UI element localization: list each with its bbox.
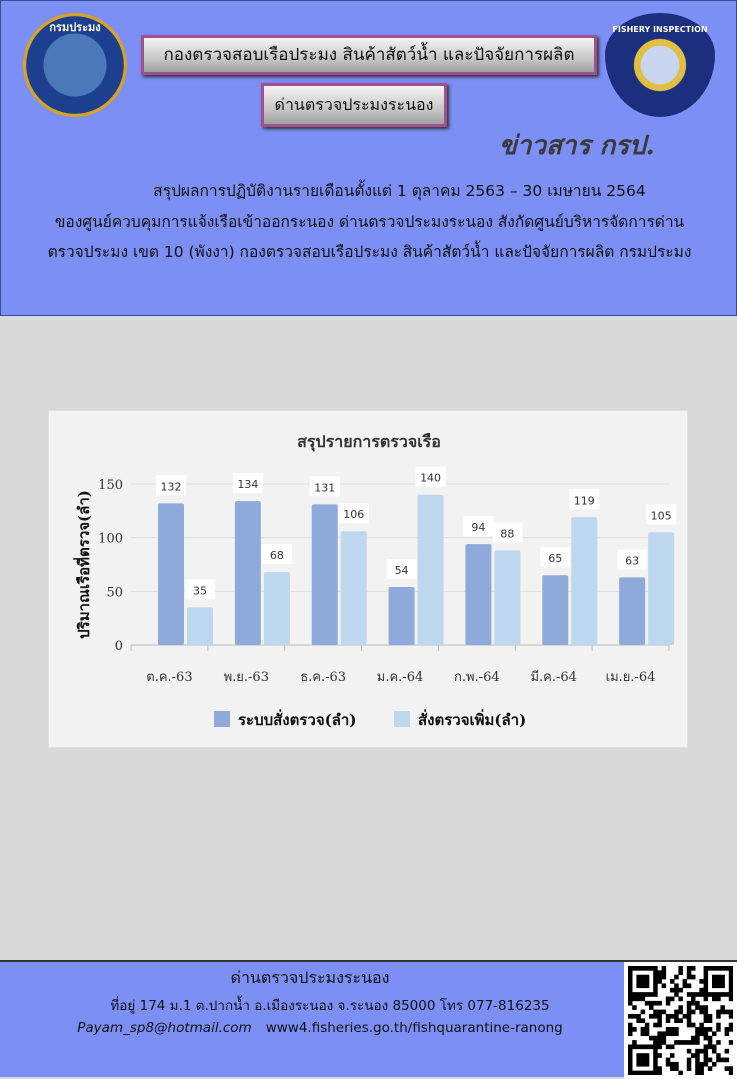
bar <box>388 587 415 645</box>
qr-code <box>624 962 737 1079</box>
x-tick-label: มี.ค.-64 <box>530 669 576 685</box>
data-label-bg <box>261 544 292 565</box>
chart-card: สรุปรายการตรวจเรือ 0 50 100 150 ปริมาณเรือที่… <box>48 410 688 748</box>
office-title: ด่านตรวจประมงระนอง <box>261 83 447 127</box>
footer-address: ที่อยู่ 174 ม.1 ต.ปากน้ำ อ.เมืองระนอง จ.… <box>110 998 550 1014</box>
logo-text: กรมประมง <box>49 21 101 34</box>
department-of-fisheries-logo: กรมประมง <box>23 13 127 117</box>
legend-label: สั่งตรวจเพิ่ม(ลำ) <box>418 709 526 729</box>
data-label: 54 <box>395 564 409 577</box>
data-label: 63 <box>625 554 639 567</box>
data-label-bg <box>492 522 523 543</box>
news-label: ข่าวสาร กรป. <box>499 131 655 161</box>
x-tick-label: พ.ย.-63 <box>224 670 269 685</box>
data-label: 132 <box>161 480 182 493</box>
x-tick-label: เม.ย.-64 <box>606 670 656 685</box>
y-tick-label: 150 <box>98 478 123 493</box>
data-label-bg <box>156 475 186 496</box>
y-tick-label: 100 <box>98 532 123 547</box>
data-label-bg <box>463 516 494 537</box>
data-label-bg <box>185 579 215 600</box>
fishery-inspection-logo: FISHERY INSPECTION <box>605 13 715 117</box>
data-label: 105 <box>651 509 672 522</box>
footer-contact: Payam_sp8@hotmail.com www4.fisheries.go.t… <box>0 1020 620 1036</box>
data-label-bg <box>232 473 263 494</box>
bar <box>311 504 338 645</box>
data-label-bg <box>338 503 369 524</box>
legend-swatch <box>394 711 410 727</box>
header: กรมประมง FISHERY INSPECTION กองตรวจสอบเร… <box>0 0 737 316</box>
data-label: 131 <box>314 481 335 494</box>
bar <box>465 544 492 645</box>
logo-text: FISHERY INSPECTION <box>612 25 708 34</box>
data-label-bg <box>415 466 446 487</box>
bar <box>619 577 646 645</box>
bar-chart: สรุปรายการตรวจเรือ 0 50 100 150 ปริมาณเรือที่… <box>73 432 677 729</box>
bar <box>417 494 444 645</box>
footer-email[interactable]: Payam_sp8@hotmail.com <box>77 1020 252 1036</box>
description-line-3: ตรวจประมง เขต 10 (พังงา) กองตรวจสอบเรือป… <box>47 243 692 261</box>
x-tick-label: ม.ค.-64 <box>377 670 423 685</box>
legend-label: ระบบสั่งตรวจ(ลำ) <box>238 709 356 729</box>
data-label-bg <box>309 476 340 497</box>
data-label: 35 <box>193 584 207 597</box>
data-label-bg <box>617 549 648 570</box>
legend-swatch <box>214 711 230 727</box>
footer-office: ด่านตรวจประมงระนอง <box>230 968 390 987</box>
footer-website[interactable]: www4.fisheries.go.th/fishquarantine-rano… <box>265 1020 563 1036</box>
description-line-1: สรุปผลการปฏิบัติงานรายเดือนตั้งแต่ 1 ตุล… <box>153 182 646 200</box>
y-tick-label: 0 <box>115 639 123 654</box>
y-tick-label: 50 <box>106 585 123 600</box>
bar <box>187 607 213 645</box>
bar <box>340 531 367 645</box>
x-tick-label: ธ.ค.-63 <box>300 670 346 685</box>
footer: ด่านตรวจประมงระนอง ที่อยู่ 174 ม.1 ต.ปาก… <box>0 960 737 1079</box>
x-tick-label: ต.ค.-63 <box>146 670 192 685</box>
data-label: 94 <box>471 521 485 534</box>
y-axis-label: ปริมาณเรือที่ตรวจ(ลำ) <box>73 490 93 639</box>
x-tick-label: ก.พ.-64 <box>454 670 500 685</box>
description-line-2: ของศูนย์ควบคุมการแจ้งเรือเข้าออกระนอง ด่… <box>54 213 685 231</box>
data-label: 68 <box>270 549 284 562</box>
bar <box>648 532 675 645</box>
bar <box>158 503 184 645</box>
data-label: 140 <box>420 472 441 485</box>
division-title: กองตรวจสอบเรือประมง สินค้าสัตว์น้ำ และปั… <box>141 35 597 75</box>
bar <box>542 575 569 645</box>
data-label-bg <box>540 547 571 568</box>
bar <box>234 501 261 645</box>
data-label-bg <box>386 559 417 580</box>
data-label-bg <box>569 489 600 510</box>
bar <box>571 517 598 645</box>
data-label: 88 <box>500 528 514 541</box>
bar <box>494 550 521 645</box>
data-label: 134 <box>237 478 258 491</box>
data-label: 65 <box>548 552 562 565</box>
data-label: 106 <box>343 508 364 521</box>
data-label: 119 <box>574 494 595 507</box>
data-label-bg <box>646 504 677 525</box>
bar <box>263 572 290 645</box>
chart-title: สรุปรายการตรวจเรือ <box>297 432 441 452</box>
